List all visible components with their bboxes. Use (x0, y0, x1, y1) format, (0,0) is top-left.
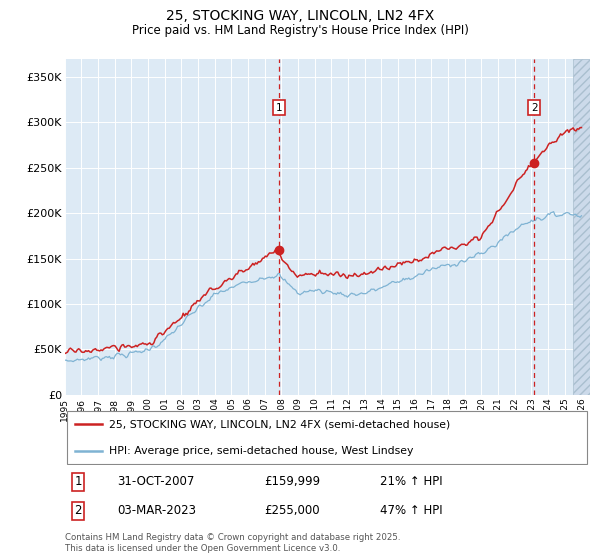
FancyBboxPatch shape (67, 411, 587, 464)
Text: 1: 1 (74, 475, 82, 488)
Text: £159,999: £159,999 (265, 475, 320, 488)
Text: 1: 1 (275, 102, 282, 113)
Text: Contains HM Land Registry data © Crown copyright and database right 2025.
This d: Contains HM Land Registry data © Crown c… (65, 533, 400, 553)
Text: 31-OCT-2007: 31-OCT-2007 (118, 475, 194, 488)
Text: £255,000: £255,000 (265, 504, 320, 517)
Bar (573, 59, 590, 395)
Text: 21% ↑ HPI: 21% ↑ HPI (380, 475, 442, 488)
Text: 47% ↑ HPI: 47% ↑ HPI (380, 504, 442, 517)
Text: 2: 2 (531, 102, 538, 113)
Text: 25, STOCKING WAY, LINCOLN, LN2 4FX (semi-detached house): 25, STOCKING WAY, LINCOLN, LN2 4FX (semi… (109, 419, 451, 429)
Text: HPI: Average price, semi-detached house, West Lindsey: HPI: Average price, semi-detached house,… (109, 446, 414, 455)
Text: Price paid vs. HM Land Registry's House Price Index (HPI): Price paid vs. HM Land Registry's House … (131, 24, 469, 36)
Text: 03-MAR-2023: 03-MAR-2023 (118, 504, 196, 517)
Text: 2: 2 (74, 504, 82, 517)
Text: 25, STOCKING WAY, LINCOLN, LN2 4FX: 25, STOCKING WAY, LINCOLN, LN2 4FX (166, 9, 434, 23)
